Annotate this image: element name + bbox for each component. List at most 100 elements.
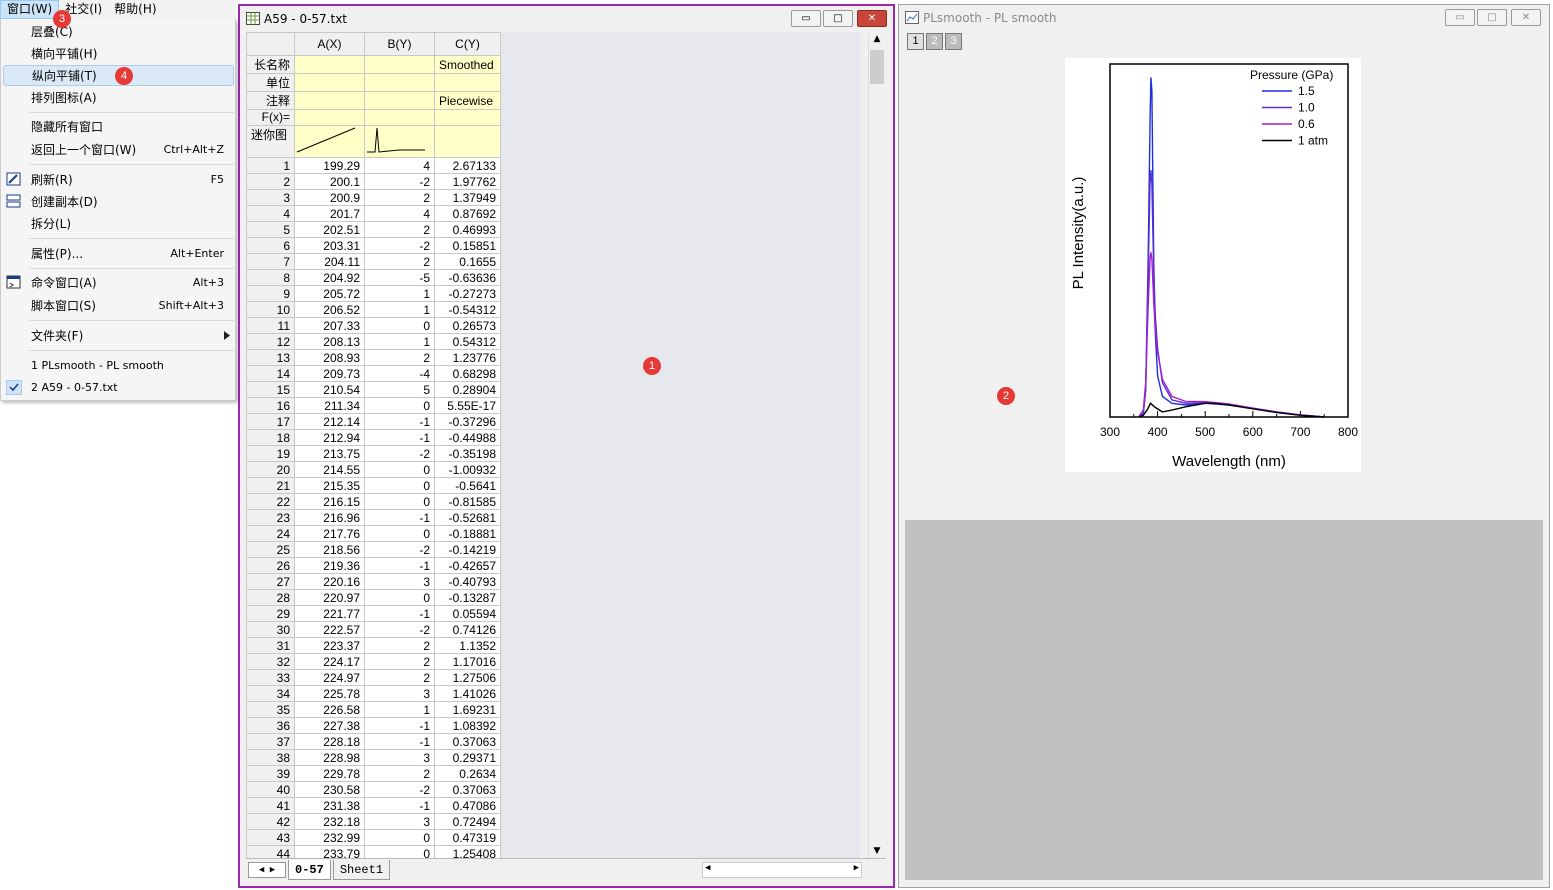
cell-c[interactable]: -0.37296 [434, 413, 501, 430]
row-header[interactable]: 3 [246, 189, 295, 206]
cell-b[interactable]: 0 [364, 397, 435, 414]
column-header-a[interactable]: A(X) [294, 32, 365, 56]
row-header[interactable]: 21 [246, 477, 295, 494]
menu-item-properties[interactable]: 属性(P)... Alt+Enter [3, 243, 234, 264]
cell-b[interactable]: -1 [364, 413, 435, 430]
meta-cell-c[interactable] [434, 73, 501, 92]
row-header[interactable]: 32 [246, 653, 295, 670]
cell-a[interactable]: 220.97 [294, 589, 365, 606]
scroll-up-icon[interactable]: ▲ [873, 34, 881, 44]
tab-sheet1[interactable]: Sheet1 [332, 859, 391, 880]
menu-item-window-2[interactable]: 2 A59 - 0-57.txt [3, 377, 234, 398]
cell-b[interactable]: 2 [364, 349, 435, 366]
row-header[interactable]: 20 [246, 461, 295, 478]
scroll-left-icon[interactable]: ◀ [705, 863, 711, 873]
cell-c[interactable]: 2.67133 [434, 157, 501, 174]
cell-a[interactable]: 204.92 [294, 269, 365, 286]
cell-b[interactable]: 1 [364, 701, 435, 718]
cell-b[interactable]: 0 [364, 493, 435, 510]
cell-b[interactable]: 2 [364, 253, 435, 270]
row-header[interactable]: 7 [246, 253, 295, 270]
row-header[interactable]: 16 [246, 397, 295, 414]
row-header[interactable]: 12 [246, 333, 295, 350]
meta-cell-b[interactable] [364, 109, 435, 126]
menu-item-script-window[interactable]: 脚本窗口(S) Shift+Alt+3 [3, 295, 234, 316]
cell-a[interactable]: 223.37 [294, 637, 365, 654]
cell-c[interactable]: 0.28904 [434, 381, 501, 398]
cell-a[interactable]: 228.18 [294, 733, 365, 750]
meta-cell-a[interactable] [294, 55, 365, 74]
cell-a[interactable]: 199.29 [294, 157, 365, 174]
cell-c[interactable]: 1.17016 [434, 653, 501, 670]
menu-item-duplicate[interactable]: 创建副本(D) [3, 191, 234, 212]
cell-c[interactable]: 0.47086 [434, 797, 501, 814]
cell-b[interactable]: 4 [364, 157, 435, 174]
cell-b[interactable]: 0 [364, 589, 435, 606]
cell-a[interactable]: 218.56 [294, 541, 365, 558]
meta-cell-b[interactable] [364, 73, 435, 92]
meta-row-label[interactable]: 长名称 [246, 55, 295, 74]
cell-b[interactable]: 2 [364, 637, 435, 654]
cell-a[interactable]: 216.96 [294, 509, 365, 526]
menu-item-command-window[interactable]: 命令窗口(A) Alt+3 [3, 272, 234, 293]
cell-b[interactable]: -4 [364, 365, 435, 382]
row-header[interactable]: 19 [246, 445, 295, 462]
cell-a[interactable]: 208.93 [294, 349, 365, 366]
tab-nav-arrows-icon[interactable]: ◀ ▶ [248, 861, 286, 878]
menu-item-previous-window[interactable]: 返回上一个窗口(W) Ctrl+Alt+Z [3, 139, 234, 160]
menu-help[interactable]: 帮助(H) [114, 2, 157, 16]
cell-c[interactable]: -0.52681 [434, 509, 501, 526]
row-header[interactable]: 11 [246, 317, 295, 334]
cell-c[interactable]: 1.23776 [434, 349, 501, 366]
graph-minimize-button[interactable]: ▭ [1445, 9, 1475, 26]
cell-b[interactable]: 0 [364, 317, 435, 334]
row-header[interactable]: 38 [246, 749, 295, 766]
worksheet-grid-area[interactable]: A(X) B(Y) C(Y) 长名称 Smoothed 单位 注释 Piecewise F… [246, 32, 860, 862]
cell-a[interactable]: 219.36 [294, 557, 365, 574]
cell-b[interactable]: 2 [364, 653, 435, 670]
meta-cell-c[interactable]: Piecewise [434, 91, 501, 110]
corner-cell[interactable] [246, 32, 295, 56]
row-header[interactable]: 14 [246, 365, 295, 382]
cell-b[interactable]: -5 [364, 269, 435, 286]
row-header[interactable]: 18 [246, 429, 295, 446]
cell-a[interactable]: 204.11 [294, 253, 365, 270]
cell-b[interactable]: 1 [364, 333, 435, 350]
menu-item-folder[interactable]: 文件夹(F) [3, 325, 234, 346]
cell-b[interactable]: 2 [364, 189, 435, 206]
cell-a[interactable]: 207.33 [294, 317, 365, 334]
row-header[interactable]: 40 [246, 781, 295, 798]
cell-b[interactable]: -2 [364, 237, 435, 254]
cell-c[interactable]: -0.40793 [434, 573, 501, 590]
cell-b[interactable]: 3 [364, 749, 435, 766]
cell-a[interactable]: 225.78 [294, 685, 365, 702]
cell-c[interactable]: 0.1655 [434, 253, 501, 270]
cell-b[interactable]: 3 [364, 813, 435, 830]
meta-cell-a[interactable] [294, 73, 365, 92]
cell-a[interactable]: 224.97 [294, 669, 365, 686]
scroll-thumb[interactable] [870, 50, 884, 84]
row-header[interactable]: 28 [246, 589, 295, 606]
column-header-b[interactable]: B(Y) [364, 32, 435, 56]
cell-b[interactable]: 3 [364, 685, 435, 702]
menu-item-window-1[interactable]: 1 PLsmooth - PL smooth [3, 355, 234, 376]
row-header[interactable]: 44 [246, 845, 295, 862]
cell-a[interactable]: 212.14 [294, 413, 365, 430]
cell-c[interactable]: 1.25408 [434, 845, 501, 862]
cell-b[interactable]: 5 [364, 381, 435, 398]
cell-a[interactable]: 214.55 [294, 461, 365, 478]
graph-close-button[interactable]: ✕ [1511, 9, 1541, 26]
cell-b[interactable]: -1 [364, 509, 435, 526]
row-header[interactable]: 37 [246, 733, 295, 750]
menu-item-hide-all[interactable]: 隐藏所有窗口 [3, 116, 234, 137]
cell-b[interactable]: 1 [364, 301, 435, 318]
row-header[interactable]: 39 [246, 765, 295, 782]
cell-a[interactable]: 228.98 [294, 749, 365, 766]
cell-a[interactable]: 227.38 [294, 717, 365, 734]
cell-a[interactable]: 226.58 [294, 701, 365, 718]
cell-a[interactable]: 224.17 [294, 653, 365, 670]
cell-c[interactable]: 0.72494 [434, 813, 501, 830]
cell-c[interactable]: 0.87692 [434, 205, 501, 222]
cell-c[interactable]: 0.74126 [434, 621, 501, 638]
cell-b[interactable]: -2 [364, 621, 435, 638]
